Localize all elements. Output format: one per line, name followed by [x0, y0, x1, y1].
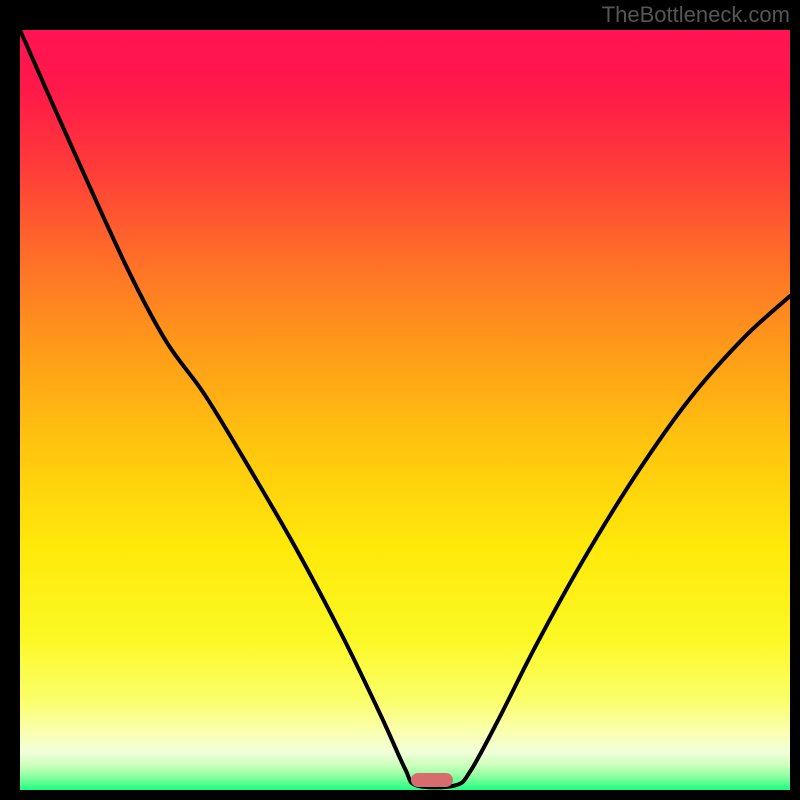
- watermark-text: TheBottleneck.com: [602, 2, 790, 28]
- gradient-background: [20, 30, 790, 790]
- bottleneck-chart: [0, 0, 800, 800]
- chart-container: TheBottleneck.com: [0, 0, 800, 800]
- optimal-marker: [411, 773, 453, 787]
